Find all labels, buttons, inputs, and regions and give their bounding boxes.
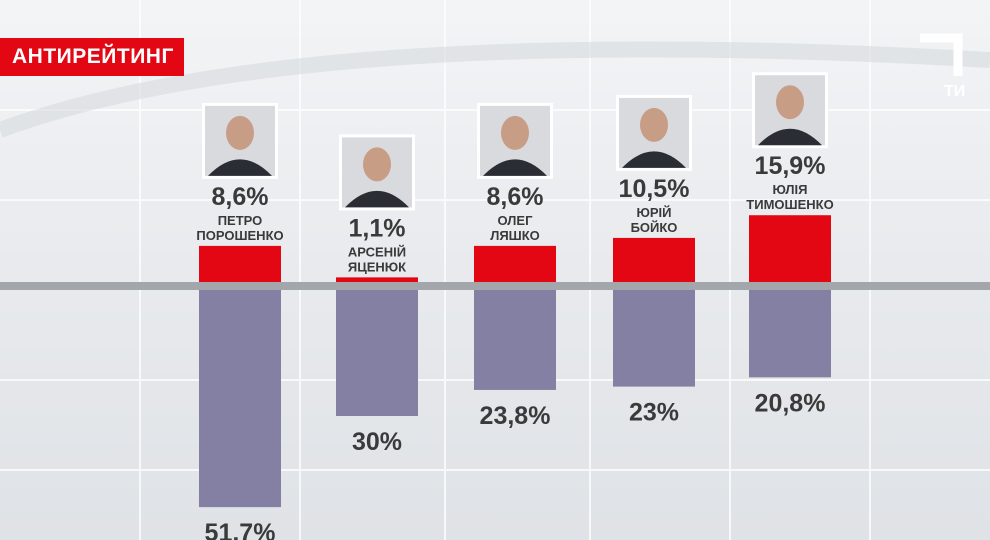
candidate-name-line: ПОРОШЕНКО [196,228,283,243]
bar-antirating-negative [474,290,556,390]
chart-title: АНТИРЕЙТИНГ [0,38,184,76]
data-label-negative: 23% [629,399,679,427]
candidate-face-icon [226,115,254,150]
channel-logo: ТИ [920,33,965,100]
candidate-suit-icon [483,159,547,176]
candidate-face-icon [363,147,391,182]
data-label-positive: 8,6% [487,183,544,211]
candidate-face-icon [501,115,529,150]
bar-antirating-positive [613,237,695,282]
data-label-positive: 10,5% [619,175,690,203]
data-label-positive: 15,9% [755,152,826,180]
baseline-axis [0,282,990,290]
bar-antirating-positive [336,277,418,282]
data-label-negative: 30% [352,428,402,456]
bar-antirating-negative [749,290,831,378]
data-label-negative: 20,8% [755,389,826,417]
logo-mark-icon [920,33,963,76]
candidate-suit-icon [758,128,822,146]
bar-antirating-positive [749,215,831,282]
candidate-name-line: ТИМОШЕНКО [746,197,833,212]
candidate-name-line: ЮЛІЯ [773,182,808,197]
logo-text: ТИ [944,83,965,100]
bar-antirating-negative [613,290,695,387]
data-label-positive: 1,1% [349,214,406,242]
candidate-name-line: ЮРІЙ [636,205,671,220]
candidate-suit-icon [622,151,686,168]
bar-antirating-negative [199,290,281,508]
candidate-name-line: ПЕТРО [218,213,263,228]
data-label-negative: 23,8% [480,402,551,430]
bar-antirating-negative [336,290,418,416]
bar-antirating-positive [199,245,281,282]
candidate-suit-icon [345,190,409,208]
data-label-negative: 51,7% [205,519,276,540]
candidate-name-line: АРСЕНІЙ [348,244,406,259]
data-label-positive: 8,6% [212,183,269,211]
candidate-name-line: ОЛЕГ [498,213,534,228]
bar-antirating-positive [474,245,556,282]
candidate-name-line: ЛЯШКО [490,228,540,243]
candidate-suit-icon [208,159,272,176]
candidate-face-icon [776,85,804,120]
candidate-face-icon [640,107,668,142]
candidate-name-line: ЯЦЕНЮК [348,259,406,274]
candidate-name-line: БОЙКО [631,220,678,235]
